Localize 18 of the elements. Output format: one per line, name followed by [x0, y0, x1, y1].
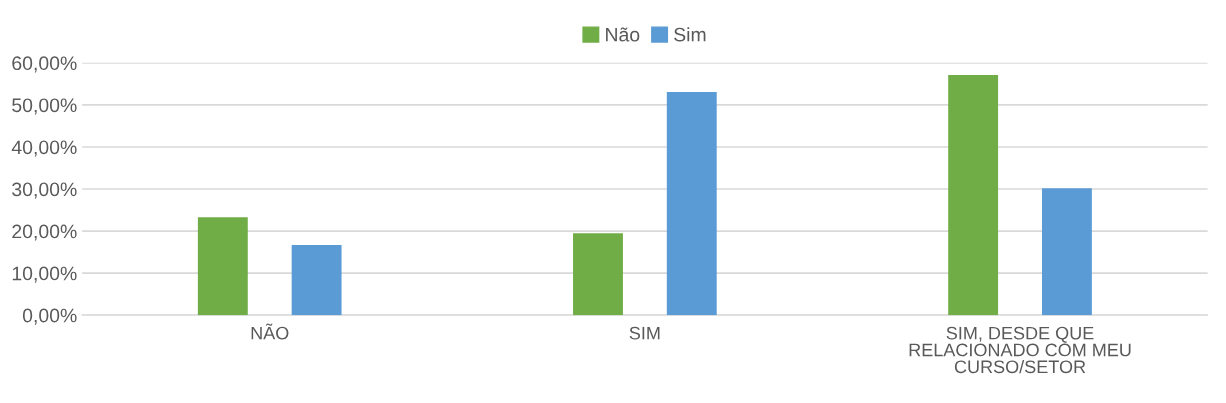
bar [1041, 188, 1092, 316]
y-tick-label: 0,00% [22, 308, 77, 325]
x-tick-label: NÃO [251, 323, 289, 340]
y-tick-label: 40,00% [11, 140, 77, 157]
legend-label: Não [606, 27, 640, 42]
y-tick-label: 20,00% [12, 224, 77, 241]
bar [948, 75, 999, 316]
x-tick-label: SIM [629, 326, 660, 340]
bar [666, 91, 717, 316]
y-tick-label: 30,00% [12, 182, 77, 199]
bar [291, 244, 342, 316]
bar [197, 217, 248, 316]
y-tick-label: 10,00% [12, 266, 77, 283]
y-tick-label: 60,00% [12, 56, 77, 73]
legend-label: Sim [674, 27, 706, 42]
bar [573, 233, 623, 316]
y-tick-label: 50,00% [12, 98, 77, 115]
x-tick-label: SIM, DESDE QUE RELACIONADO COM MEU CURSO/SETOR [909, 326, 1131, 374]
